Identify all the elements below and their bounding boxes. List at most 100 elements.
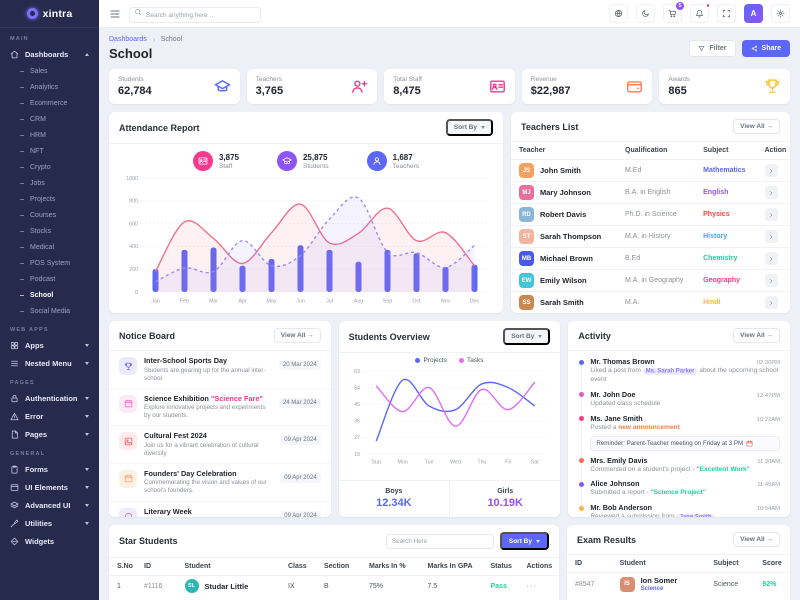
sidebar-item[interactable]: Pages bbox=[0, 425, 99, 443]
sidebar-subitem[interactable]: Analytics bbox=[0, 79, 99, 95]
sidebar-item-dashboards[interactable]: Dashboards bbox=[0, 45, 99, 63]
teachers-view-all-button[interactable]: View All → bbox=[733, 119, 780, 134]
attendance-stats: 3,875 Staff 25,875 Students bbox=[109, 144, 503, 173]
sidebar-subitem[interactable]: Courses bbox=[0, 207, 99, 223]
activity-chip[interactable]: Ms. Sarah Parker bbox=[642, 367, 698, 375]
overview-sort-button[interactable]: Sort By bbox=[503, 328, 551, 345]
sidebar-subitem[interactable]: CRM bbox=[0, 111, 99, 127]
notice-item[interactable]: Literary Week Engage in a week full of l… bbox=[109, 502, 331, 517]
teacher-subject: History bbox=[703, 233, 728, 240]
user-avatar[interactable]: A bbox=[744, 4, 763, 23]
star-students-search-input[interactable] bbox=[385, 533, 494, 549]
svg-text:Sep: Sep bbox=[383, 299, 392, 305]
sidebar-item[interactable]: Advanced UI bbox=[0, 496, 99, 514]
sidebar-subitem[interactable]: School bbox=[0, 287, 99, 303]
star-col-gpa: Marks In GPA bbox=[427, 563, 473, 570]
menu-toggle-icon[interactable] bbox=[109, 8, 121, 20]
sidebar-subitem[interactable]: NFT bbox=[0, 143, 99, 159]
filter-button[interactable]: Filter bbox=[689, 40, 736, 57]
calendar-emoji-icon bbox=[746, 440, 753, 447]
sidebar-subitem-label: Jobs bbox=[30, 179, 45, 187]
teacher-action-button[interactable] bbox=[764, 274, 778, 287]
sidebar-item[interactable]: Apps bbox=[0, 336, 99, 354]
attendance-stat-icon bbox=[198, 156, 208, 166]
notice-item[interactable]: Founders' Day Celebration Commemorating … bbox=[109, 464, 331, 502]
sidebar-item[interactable]: Error bbox=[0, 407, 99, 425]
teacher-name: Robert Davis bbox=[540, 210, 587, 219]
sidebar-item[interactable]: Widgets bbox=[0, 532, 99, 550]
settings-button[interactable] bbox=[771, 4, 790, 23]
teacher-action-button[interactable] bbox=[764, 164, 778, 177]
notifications-button[interactable] bbox=[690, 3, 710, 23]
sidebar-item[interactable]: Nested Menu bbox=[0, 354, 99, 372]
brand-logo[interactable]: xintra bbox=[0, 0, 99, 28]
notice-item[interactable]: Science Exhibition "Science Fare" Explor… bbox=[109, 389, 331, 427]
sidebar-subitem[interactable]: Ecommerce bbox=[0, 95, 99, 111]
svg-text:Mon: Mon bbox=[397, 460, 407, 466]
teacher-name: Mary Johnson bbox=[540, 188, 591, 197]
sidebar-subitem-label: Analytics bbox=[30, 83, 59, 91]
teacher-name: Michael Brown bbox=[540, 254, 593, 263]
language-button[interactable] bbox=[609, 4, 628, 23]
brand-logo-icon bbox=[26, 8, 38, 19]
sidebar-item[interactable]: Authentication bbox=[0, 389, 99, 407]
activity-highlight: "Science Project" bbox=[650, 489, 706, 497]
stat-value: 62,784 bbox=[118, 85, 152, 97]
exam-id: #8547 bbox=[567, 572, 612, 595]
activity-view-all-button[interactable]: View All → bbox=[733, 328, 781, 343]
sidebar-subitem[interactable]: Medical bbox=[0, 239, 99, 255]
teacher-action-button[interactable] bbox=[764, 296, 778, 309]
activity-chip[interactable]: Jane Smith bbox=[676, 513, 715, 517]
teacher-qualification: M.A. bbox=[617, 291, 696, 313]
sidebar-subitem[interactable]: Jobs bbox=[0, 175, 99, 191]
star-students-sort-button[interactable]: Sort By bbox=[499, 532, 549, 550]
sidebar-subitem[interactable]: POS System bbox=[0, 255, 99, 271]
overview-footer: Boys 12.34K Girls 10.19K bbox=[338, 480, 561, 517]
notice-date: 09 Apr 2024 bbox=[280, 435, 321, 446]
overview-legend: Projects Tasks bbox=[339, 353, 561, 364]
activity-text-after: about the upcoming school event bbox=[590, 367, 779, 383]
teacher-action-button[interactable] bbox=[764, 230, 778, 243]
svg-text:May: May bbox=[266, 299, 276, 305]
student-actions-button[interactable]: ··· bbox=[526, 582, 537, 590]
teacher-action-button[interactable] bbox=[764, 186, 778, 199]
exam-results-panel: Exam Results View All → ID Student Subje… bbox=[567, 525, 790, 600]
attendance-stat-label: Staff bbox=[218, 162, 233, 170]
sidebar-item-icon bbox=[10, 537, 19, 546]
sidebar-subitem[interactable]: Podcast bbox=[0, 271, 99, 287]
teacher-name: Emily Wilson bbox=[540, 276, 587, 285]
sidebar-subitem[interactable]: Crypto bbox=[0, 159, 99, 175]
exam-view-all-button[interactable]: View All → bbox=[733, 532, 780, 547]
sidebar-subitem[interactable]: HRM bbox=[0, 127, 99, 143]
fullscreen-button[interactable] bbox=[717, 4, 736, 23]
breadcrumb-dashboards[interactable]: Dashboards bbox=[109, 36, 147, 43]
teacher-action-button[interactable] bbox=[764, 252, 778, 265]
svg-text:Oct: Oct bbox=[412, 299, 421, 305]
dash-bullet-icon bbox=[20, 118, 24, 120]
sidebar-subitem[interactable]: Stocks bbox=[0, 223, 99, 239]
notice-view-all-button[interactable]: View All → bbox=[273, 328, 321, 343]
attendance-sort-button[interactable]: Sort By bbox=[445, 119, 493, 136]
sidebar-item[interactable]: Forms bbox=[0, 460, 99, 478]
sidebar-item[interactable]: UI Elements bbox=[0, 478, 99, 496]
activity-name: Mr. John Doe bbox=[590, 389, 636, 399]
dark-mode-button[interactable] bbox=[636, 4, 655, 23]
teacher-name: Sarah Smith bbox=[540, 298, 584, 307]
stat-icon bbox=[489, 78, 506, 95]
svg-text:27: 27 bbox=[354, 435, 360, 441]
sidebar-subitem-label: Sales bbox=[30, 67, 48, 75]
notice-item[interactable]: Cultural Fest 2024 Join us for a vibrant… bbox=[109, 426, 331, 464]
sidebar-subitem[interactable]: Projects bbox=[0, 191, 99, 207]
svg-text:1000: 1000 bbox=[126, 176, 138, 182]
cart-button[interactable]: 5 bbox=[663, 2, 684, 23]
sidebar-item[interactable]: Utilities bbox=[0, 514, 99, 532]
sidebar-subitem[interactable]: Sales bbox=[0, 63, 99, 79]
share-button[interactable]: Share bbox=[741, 40, 790, 57]
home-icon bbox=[10, 50, 19, 59]
notice-item[interactable]: Inter-School Sports Day Students are gea… bbox=[109, 351, 331, 389]
teacher-action-button[interactable] bbox=[764, 208, 778, 221]
chevron-down-icon bbox=[85, 521, 89, 525]
activity-name: Mr. Thomas Brown bbox=[590, 357, 655, 366]
sidebar-subitem[interactable]: Social Media bbox=[0, 303, 99, 319]
search-input[interactable] bbox=[129, 7, 261, 24]
